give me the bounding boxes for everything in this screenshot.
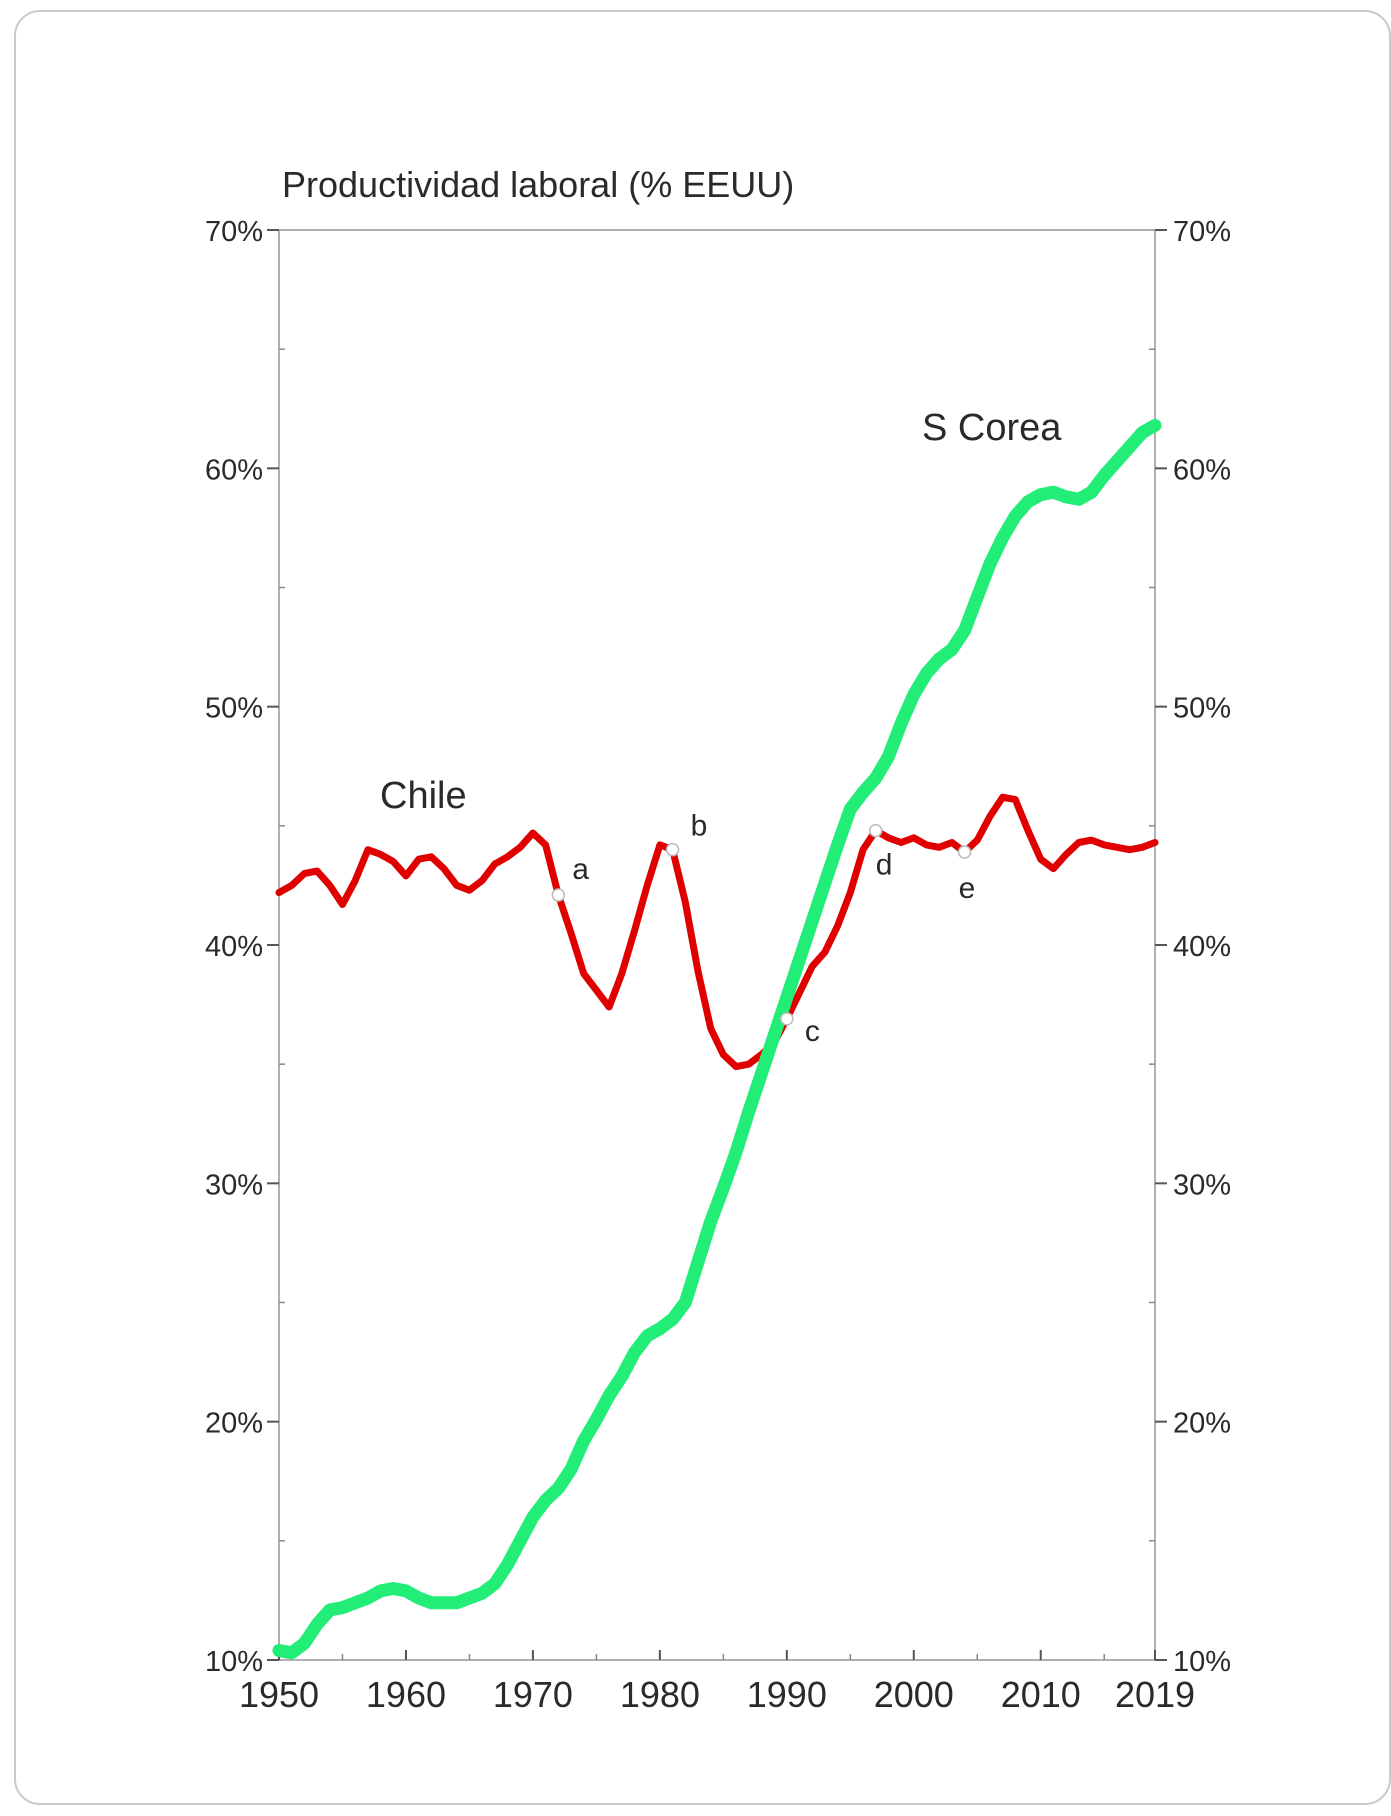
annotation-label-c: c (805, 1015, 820, 1048)
annotation-label-e: e (959, 872, 976, 905)
series-label-korea: S Corea (922, 407, 1062, 449)
y-tick-label-left: 60% (205, 454, 263, 486)
x-tick-label: 1980 (620, 1674, 700, 1715)
annotation-marker-a (551, 888, 566, 902)
y-tick-label-left: 50% (205, 693, 263, 725)
annotation-label-d: d (876, 849, 893, 882)
y-tick-label-right: 30% (1173, 1169, 1231, 1201)
x-tick-label: 1950 (239, 1674, 319, 1715)
annotation-label-b: b (691, 810, 708, 843)
y-tick-label-right: 60% (1173, 454, 1231, 486)
y-tick-label-right: 70% (1173, 216, 1231, 248)
series-line-s-corea (272, 418, 1162, 1660)
y-tick-label-left: 70% (205, 216, 263, 248)
y-tick-label-left: 30% (205, 1169, 263, 1201)
y-tick-label-left: 10% (205, 1646, 263, 1678)
y-tick-label-right: 40% (1173, 931, 1231, 963)
y-tick-label-right: 50% (1173, 693, 1231, 725)
axis-ticks: 10% 10% 20% 20% 30% 30% 40% 40% 50% 50% 60% 60% 70% 7… (205, 216, 1231, 1715)
x-tick-label: 1990 (747, 1674, 827, 1715)
x-tick-label: 1970 (493, 1674, 573, 1715)
chart-title: Productividad laboral (% EEUU) (282, 164, 794, 205)
chart-card (14, 10, 1391, 1805)
annotations: a b c d e (551, 810, 976, 1048)
annotation-marker-b (665, 842, 680, 857)
series-label-chile: Chile (380, 775, 467, 817)
y-tick-label-left: 20% (205, 1408, 263, 1440)
y-tick-label-left: 40% (205, 931, 263, 963)
annotation-marker-c (780, 1012, 794, 1026)
annotation-marker-e (957, 845, 972, 859)
x-tick-label: 1960 (366, 1674, 446, 1715)
x-tick-label: 2000 (874, 1674, 954, 1715)
y-tick-label-right: 10% (1173, 1646, 1231, 1678)
y-tick-label-right: 20% (1173, 1408, 1231, 1440)
series-lines (272, 418, 1162, 1660)
series-line-chile (275, 793, 1159, 1071)
annotation-label-a: a (572, 853, 589, 886)
x-tick-label: 2019 (1115, 1674, 1195, 1715)
x-tick-label: 2010 (1001, 1674, 1081, 1715)
annotation-marker-d (868, 823, 883, 838)
